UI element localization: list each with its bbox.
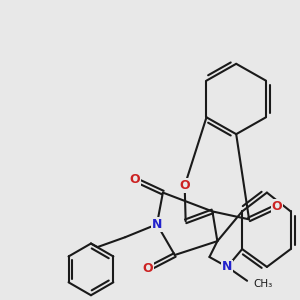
Text: N: N [152,218,162,231]
Text: O: O [272,200,282,213]
Text: N: N [222,260,232,273]
Text: O: O [143,262,153,275]
Text: CH₃: CH₃ [253,279,272,289]
Text: O: O [130,173,140,186]
Text: O: O [179,179,190,192]
